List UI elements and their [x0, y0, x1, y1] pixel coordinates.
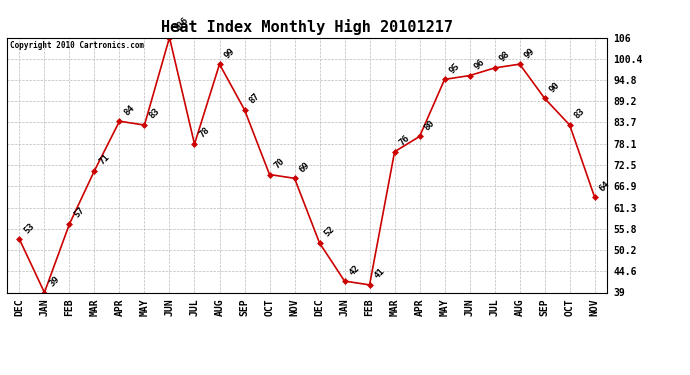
Text: 78: 78 [197, 126, 211, 140]
Text: 42: 42 [347, 263, 362, 277]
Text: 70: 70 [273, 156, 286, 170]
Text: 99: 99 [522, 46, 536, 60]
Text: 83: 83 [573, 107, 586, 121]
Text: 98: 98 [497, 50, 511, 64]
Text: 64: 64 [598, 179, 611, 193]
Text: 71: 71 [97, 153, 111, 166]
Text: 57: 57 [72, 206, 86, 220]
Text: 80: 80 [422, 118, 436, 132]
Text: 96: 96 [473, 57, 486, 71]
Text: 39: 39 [47, 274, 61, 288]
Text: Copyright 2010 Cartronics.com: Copyright 2010 Cartronics.com [10, 41, 144, 50]
Text: 52: 52 [322, 225, 336, 239]
Text: 90: 90 [547, 80, 562, 94]
Text: 84: 84 [122, 103, 136, 117]
Text: 53: 53 [22, 221, 36, 235]
Text: 83: 83 [147, 107, 161, 121]
Title: Heat Index Monthly High 20101217: Heat Index Monthly High 20101217 [161, 19, 453, 35]
Text: 41: 41 [373, 267, 386, 281]
Text: 76: 76 [397, 134, 411, 147]
Text: 99: 99 [222, 46, 236, 60]
Text: 106: 106 [172, 16, 190, 33]
Text: 69: 69 [297, 160, 311, 174]
Text: 87: 87 [247, 92, 262, 106]
Text: 95: 95 [447, 61, 462, 75]
